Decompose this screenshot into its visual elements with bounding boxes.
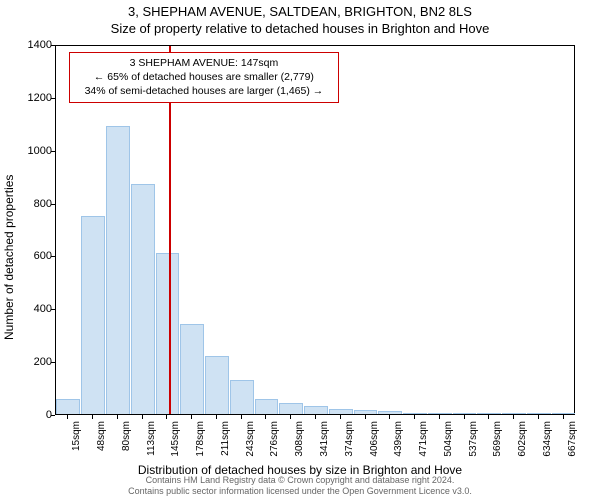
histogram-bar bbox=[453, 413, 477, 414]
x-tick-mark bbox=[439, 415, 440, 419]
y-tick-label: 1400 bbox=[28, 39, 52, 51]
x-tick-label: 113sqm bbox=[146, 421, 157, 456]
x-tick-mark bbox=[216, 415, 217, 419]
x-tick-mark bbox=[389, 415, 390, 419]
histogram-bar bbox=[428, 413, 452, 414]
footer-attribution: Contains HM Land Registry data © Crown c… bbox=[0, 475, 600, 498]
x-tick-mark bbox=[315, 415, 316, 419]
x-tick-label: 439sqm bbox=[393, 421, 404, 457]
annotation-box: 3 SHEPHAM AVENUE: 147sqm ← 65% of detach… bbox=[69, 52, 339, 103]
x-tick-label: 178sqm bbox=[195, 421, 206, 457]
x-tick-label: 145sqm bbox=[170, 421, 181, 457]
y-tick-label: 200 bbox=[34, 356, 52, 368]
chart-address: 3, SHEPHAM AVENUE, SALTDEAN, BRIGHTON, B… bbox=[0, 4, 600, 19]
x-tick-label: 243sqm bbox=[245, 421, 256, 457]
y-tick-label: 600 bbox=[34, 250, 52, 262]
x-tick-label: 48sqm bbox=[96, 421, 107, 451]
x-tick-mark bbox=[117, 415, 118, 419]
histogram-bar bbox=[205, 356, 229, 414]
x-tick-mark bbox=[513, 415, 514, 419]
histogram-bar bbox=[180, 324, 204, 414]
x-tick-mark bbox=[464, 415, 465, 419]
annotation-line1: 3 SHEPHAM AVENUE: 147sqm bbox=[76, 56, 332, 70]
x-tick-label: 569sqm bbox=[492, 421, 503, 457]
histogram-bar bbox=[106, 126, 130, 414]
histogram-bar bbox=[527, 413, 551, 414]
x-tick-mark bbox=[538, 415, 539, 419]
x-tick-label: 602sqm bbox=[517, 421, 528, 457]
chart-plot-area: 3 SHEPHAM AVENUE: 147sqm ← 65% of detach… bbox=[55, 45, 575, 415]
x-tick-label: 471sqm bbox=[418, 421, 429, 457]
x-tick-mark bbox=[191, 415, 192, 419]
x-tick-label: 15sqm bbox=[71, 421, 82, 451]
histogram-bar bbox=[403, 413, 427, 414]
y-tick-label: 1000 bbox=[28, 145, 52, 157]
x-tick-mark bbox=[340, 415, 341, 419]
x-tick-label: 374sqm bbox=[344, 421, 355, 457]
x-tick-mark bbox=[563, 415, 564, 419]
x-tick-mark bbox=[290, 415, 291, 419]
chart-subtitle: Size of property relative to detached ho… bbox=[0, 21, 600, 36]
histogram-bar bbox=[279, 403, 303, 414]
histogram-bar bbox=[502, 413, 526, 414]
y-axis-label: Number of detached properties bbox=[2, 175, 16, 340]
x-tick-label: 211sqm bbox=[220, 421, 231, 456]
y-tick-label: 400 bbox=[34, 303, 52, 315]
x-tick-label: 406sqm bbox=[369, 421, 380, 457]
histogram-bar bbox=[304, 406, 328, 414]
x-tick-mark bbox=[414, 415, 415, 419]
x-tick-label: 341sqm bbox=[319, 421, 330, 457]
x-tick-mark bbox=[365, 415, 366, 419]
x-tick-label: 276sqm bbox=[269, 421, 280, 457]
histogram-bar bbox=[477, 413, 501, 414]
y-tick-label: 1200 bbox=[28, 92, 52, 104]
annotation-line2: ← 65% of detached houses are smaller (2,… bbox=[76, 70, 332, 84]
y-tick-mark bbox=[51, 415, 55, 416]
x-tick-label: 504sqm bbox=[443, 421, 454, 457]
x-tick-label: 308sqm bbox=[294, 421, 305, 457]
histogram-bar bbox=[354, 410, 378, 414]
annotation-line3: 34% of semi-detached houses are larger (… bbox=[76, 84, 332, 98]
histogram-bar bbox=[131, 184, 155, 414]
histogram-bar bbox=[552, 413, 576, 414]
histogram-bar bbox=[378, 411, 402, 414]
footer-line2: Contains public sector information licen… bbox=[0, 486, 600, 498]
histogram-bar bbox=[156, 253, 180, 414]
histogram-bar bbox=[56, 399, 80, 414]
x-tick-mark bbox=[92, 415, 93, 419]
chart-title-block: 3, SHEPHAM AVENUE, SALTDEAN, BRIGHTON, B… bbox=[0, 0, 600, 36]
y-tick-label: 800 bbox=[34, 198, 52, 210]
x-tick-label: 537sqm bbox=[468, 421, 479, 457]
histogram-bar bbox=[255, 399, 279, 414]
x-tick-label: 667sqm bbox=[567, 421, 578, 457]
histogram-bar bbox=[81, 216, 105, 414]
footer-line1: Contains HM Land Registry data © Crown c… bbox=[0, 475, 600, 487]
x-tick-mark bbox=[67, 415, 68, 419]
x-tick-label: 80sqm bbox=[121, 421, 132, 451]
x-tick-mark bbox=[265, 415, 266, 419]
x-tick-mark bbox=[142, 415, 143, 419]
x-tick-label: 634sqm bbox=[542, 421, 553, 457]
histogram-bar bbox=[329, 409, 353, 414]
histogram-bar bbox=[230, 380, 254, 414]
x-tick-mark bbox=[241, 415, 242, 419]
x-tick-mark bbox=[166, 415, 167, 419]
x-tick-mark bbox=[488, 415, 489, 419]
